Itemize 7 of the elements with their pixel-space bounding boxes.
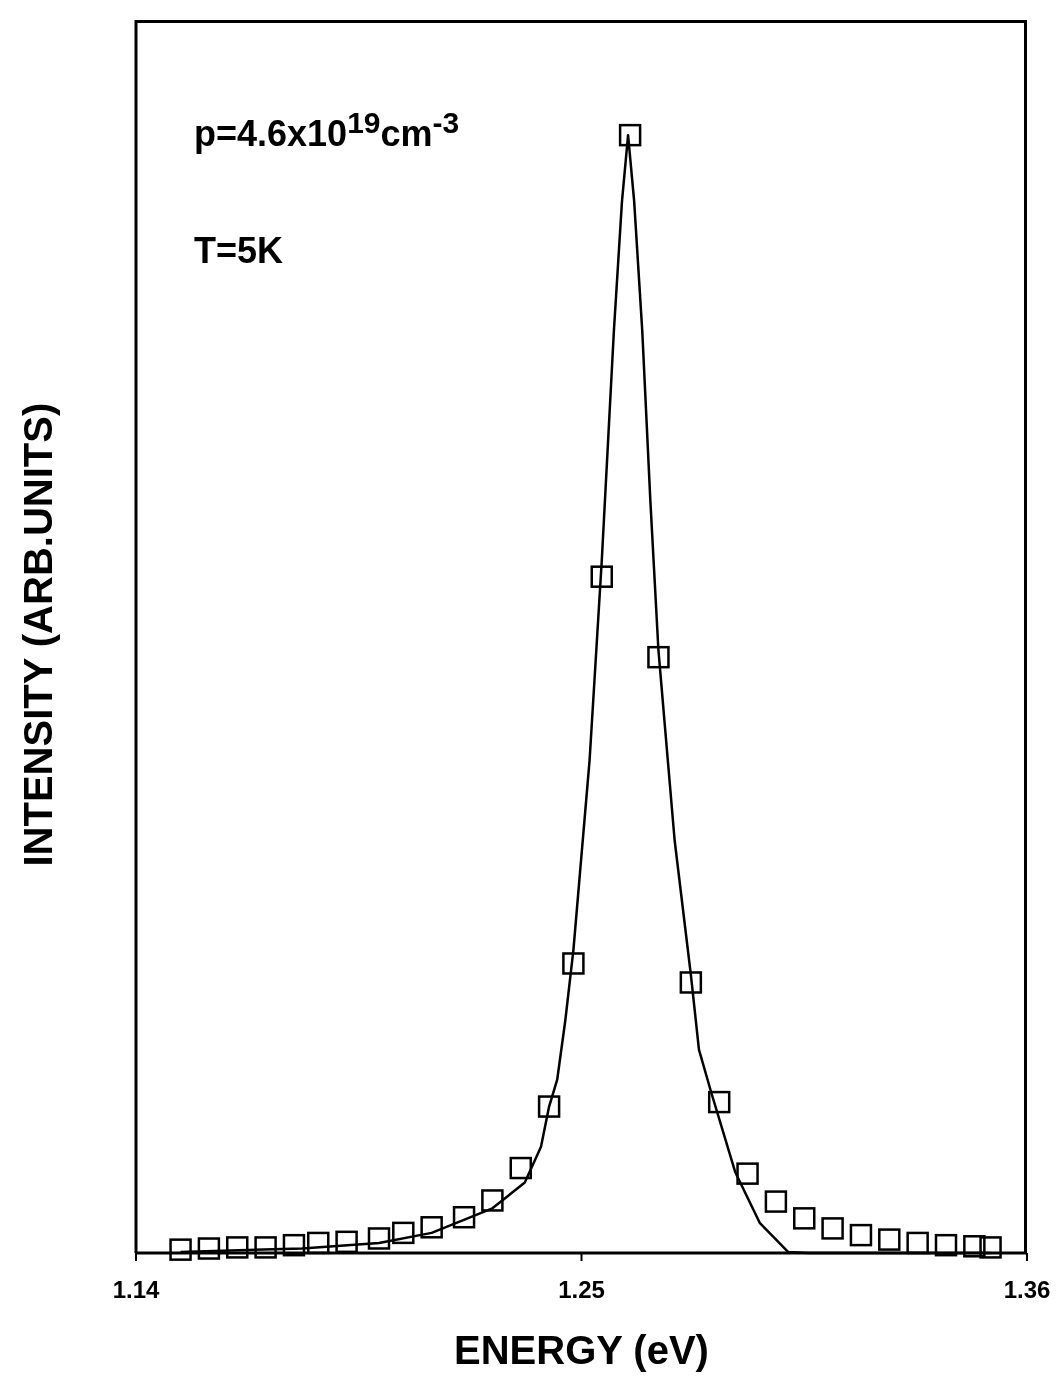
x-axis-title: ENERGY (eV) <box>454 1328 709 1372</box>
annotation: T=5K <box>194 230 284 271</box>
x-tick-label: 1.36 <box>1003 1276 1051 1304</box>
x-tick-label: 1.25 <box>558 1276 605 1304</box>
annotation: p=4.6x10$^{19}$cm$^{-3}$ <box>194 106 460 154</box>
y-axis-title: INTENSITY (ARB.UNITS) <box>16 402 61 867</box>
x-tick-label: 1.14 <box>112 1276 160 1304</box>
